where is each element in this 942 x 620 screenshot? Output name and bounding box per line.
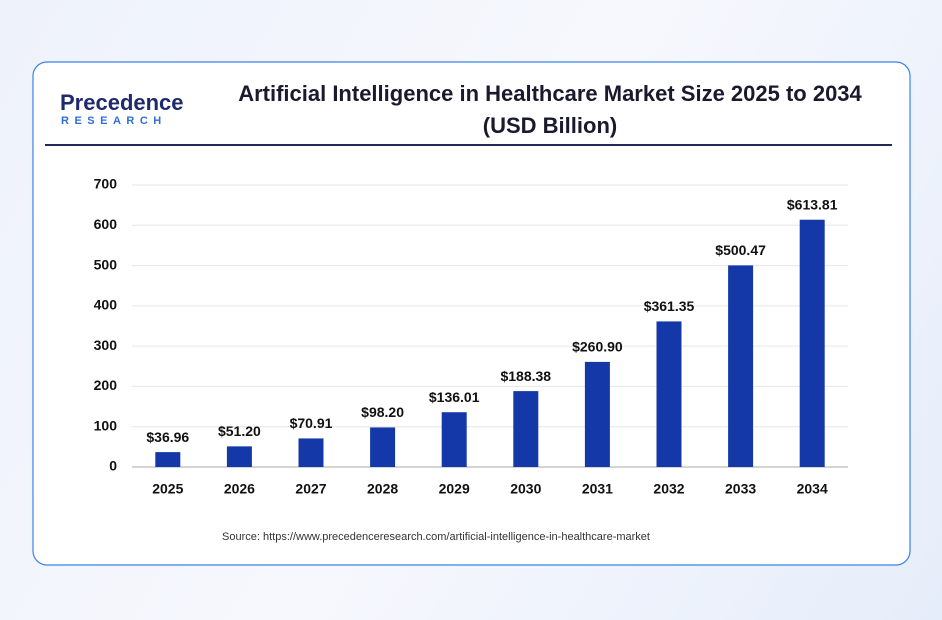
- value-label: $500.47: [715, 242, 766, 258]
- x-tick-label: 2026: [224, 481, 255, 497]
- y-tick-label: 300: [94, 337, 118, 353]
- y-tick-label: 0: [109, 458, 117, 474]
- value-label: $361.35: [644, 298, 695, 314]
- bar: [370, 427, 396, 467]
- value-label: $36.96: [146, 429, 189, 445]
- x-tick-label: 2028: [367, 481, 398, 497]
- x-tick-label: 2027: [295, 481, 326, 497]
- x-tick-label: 2029: [439, 481, 470, 497]
- source-note: Source: https://www.precedenceresearch.c…: [222, 531, 650, 543]
- x-tick-label: 2033: [725, 481, 756, 497]
- chart-title: Artificial Intelligence in Healthcare Ma…: [238, 81, 862, 106]
- logo-name: Precedence: [60, 90, 184, 115]
- chart-subtitle: (USD Billion): [483, 113, 617, 138]
- card: [32, 61, 911, 566]
- logo-tagline: RESEARCH: [61, 115, 167, 127]
- x-tick-label: 2032: [653, 481, 684, 497]
- bar: [298, 438, 324, 467]
- y-tick-label: 500: [94, 256, 118, 272]
- y-tick-label: 700: [94, 176, 118, 192]
- y-tick-label: 400: [94, 297, 118, 313]
- x-tick-label: 2025: [152, 481, 183, 497]
- x-tick-label: 2030: [510, 481, 541, 497]
- bar: [513, 391, 539, 467]
- bar: [226, 446, 252, 467]
- y-tick-label: 600: [94, 216, 118, 232]
- bar: [799, 219, 825, 467]
- value-label: $260.90: [572, 339, 623, 355]
- value-label: $136.01: [429, 389, 480, 405]
- value-label: $98.20: [361, 404, 404, 420]
- bar: [155, 452, 181, 467]
- value-label: $51.20: [218, 423, 261, 439]
- value-label: $70.91: [290, 415, 333, 431]
- bar: [441, 412, 467, 467]
- value-label: $188.38: [500, 368, 551, 384]
- value-label: $613.81: [787, 196, 838, 212]
- y-tick-label: 200: [94, 377, 118, 393]
- y-tick-label: 100: [94, 417, 118, 433]
- bar: [728, 265, 754, 467]
- x-tick-label: 2031: [582, 481, 613, 497]
- x-tick-label: 2034: [797, 481, 828, 497]
- bar: [584, 361, 610, 467]
- bar: [656, 321, 682, 467]
